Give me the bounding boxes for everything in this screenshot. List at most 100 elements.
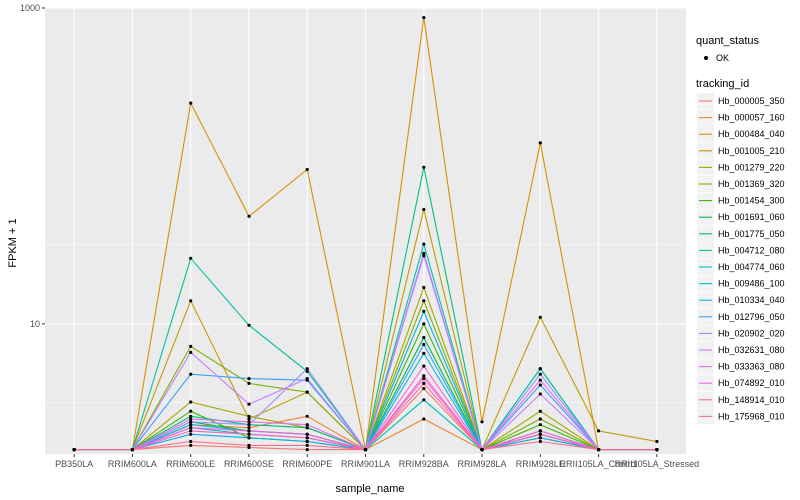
data-point	[422, 364, 426, 368]
data-point	[305, 367, 309, 371]
data-point	[538, 383, 542, 387]
data-point	[422, 417, 426, 421]
data-point	[189, 101, 193, 105]
data-point	[422, 299, 426, 303]
data-point	[538, 372, 542, 376]
legend-item-label: Hb_020902_020	[718, 328, 785, 338]
data-point	[189, 426, 193, 430]
legend-item-label: Hb_001775_050	[718, 229, 785, 239]
legend-item-label: Hb_004712_080	[718, 245, 785, 255]
legend-shape-title: quant_status	[696, 35, 759, 47]
data-point	[538, 409, 542, 413]
y-tick-label: 10	[30, 319, 40, 329]
data-point	[422, 207, 426, 212]
legend-item-label: Hb_032631_080	[718, 345, 785, 355]
legend-item-label: Hb_012796_050	[718, 312, 785, 322]
data-point	[538, 423, 542, 427]
data-point	[422, 386, 426, 391]
data-point	[538, 378, 542, 382]
data-point	[363, 448, 368, 452]
data-point	[189, 414, 193, 418]
y-axis-title: FPKM + 1	[7, 218, 19, 267]
x-tick-label: RRIM600SE	[224, 459, 274, 469]
data-point	[130, 448, 134, 452]
data-point	[422, 335, 426, 340]
data-point	[538, 392, 542, 396]
data-point	[189, 299, 193, 303]
data-point	[538, 315, 542, 319]
x-tick-label: PB350LA	[55, 459, 93, 469]
data-point	[247, 436, 251, 440]
data-point	[305, 443, 309, 447]
data-point	[247, 381, 251, 385]
data-point	[189, 429, 193, 433]
data-point	[422, 242, 426, 246]
x-axis-title: sample_name	[335, 483, 404, 495]
series-layer	[72, 16, 659, 452]
data-point	[305, 426, 309, 430]
legend: quant_status OK tracking_id Hb_000005_35…	[696, 35, 785, 425]
data-point	[480, 448, 484, 452]
data-point	[189, 409, 193, 413]
data-point	[538, 432, 542, 436]
legend-item-label: Hb_010334_040	[718, 295, 785, 305]
x-tick-label: RRIM600LA	[108, 459, 157, 469]
data-point	[305, 377, 309, 381]
x-tick-label: RRIM928LE	[516, 459, 565, 469]
data-point	[305, 167, 309, 172]
legend-item-label: Hb_148914_010	[718, 395, 785, 405]
data-point	[189, 256, 193, 260]
data-point	[538, 417, 542, 421]
data-point	[189, 350, 193, 354]
legend-ok-point-icon	[704, 56, 708, 60]
data-point	[305, 439, 309, 444]
data-point	[247, 323, 251, 327]
data-point	[597, 448, 601, 452]
legend-item-label: Hb_001454_300	[718, 196, 785, 206]
data-point	[305, 369, 309, 373]
legend-item-label: Hb_009486_100	[718, 279, 785, 289]
legend-item-label: Hb_000057_160	[718, 113, 785, 123]
data-point	[247, 402, 251, 406]
plot-panel	[45, 7, 686, 454]
x-tick-label: RRII105LA_Stressed	[615, 459, 700, 469]
x-tick-label: RRIM928LA	[458, 459, 507, 469]
data-point	[422, 342, 426, 347]
data-point	[247, 377, 251, 381]
data-point	[72, 448, 76, 452]
data-point	[247, 443, 251, 447]
data-point	[538, 439, 542, 444]
data-point	[655, 448, 659, 452]
data-point	[538, 436, 542, 440]
legend-item-label: Hb_033363_080	[718, 362, 785, 372]
data-point	[538, 141, 542, 145]
data-point	[422, 398, 426, 402]
data-point	[305, 436, 309, 440]
legend-color-items: Hb_000005_350 Hb_000057_160 Hb_000484_040 H…	[697, 93, 785, 425]
data-point	[189, 372, 193, 376]
data-point	[247, 432, 251, 436]
x-axis: PB350LA RRIM600LA RRIM600LE RRIM600SE RRIM60…	[55, 454, 699, 469]
legend-item-label: Hb_001691_060	[718, 212, 785, 222]
data-point	[189, 443, 193, 447]
data-point	[422, 377, 426, 381]
legend-item-label: Hb_004774_060	[718, 262, 785, 272]
legend-item-label: Hb_175968_010	[718, 411, 785, 421]
data-point	[305, 448, 309, 452]
data-point	[422, 351, 426, 355]
x-tick-label: RRIM600LE	[166, 459, 215, 469]
data-point	[305, 432, 309, 436]
data-point	[422, 251, 426, 255]
legend-item-label: Hb_001005_210	[718, 146, 785, 156]
data-point	[538, 367, 542, 371]
data-point	[247, 214, 251, 218]
data-point	[422, 16, 426, 20]
data-point	[422, 165, 426, 169]
data-point	[422, 285, 426, 290]
legend-item-label: Hb_074892_010	[718, 378, 785, 388]
data-point	[189, 417, 193, 421]
data-point	[422, 309, 426, 313]
data-point	[247, 414, 251, 418]
data-point	[305, 423, 309, 427]
